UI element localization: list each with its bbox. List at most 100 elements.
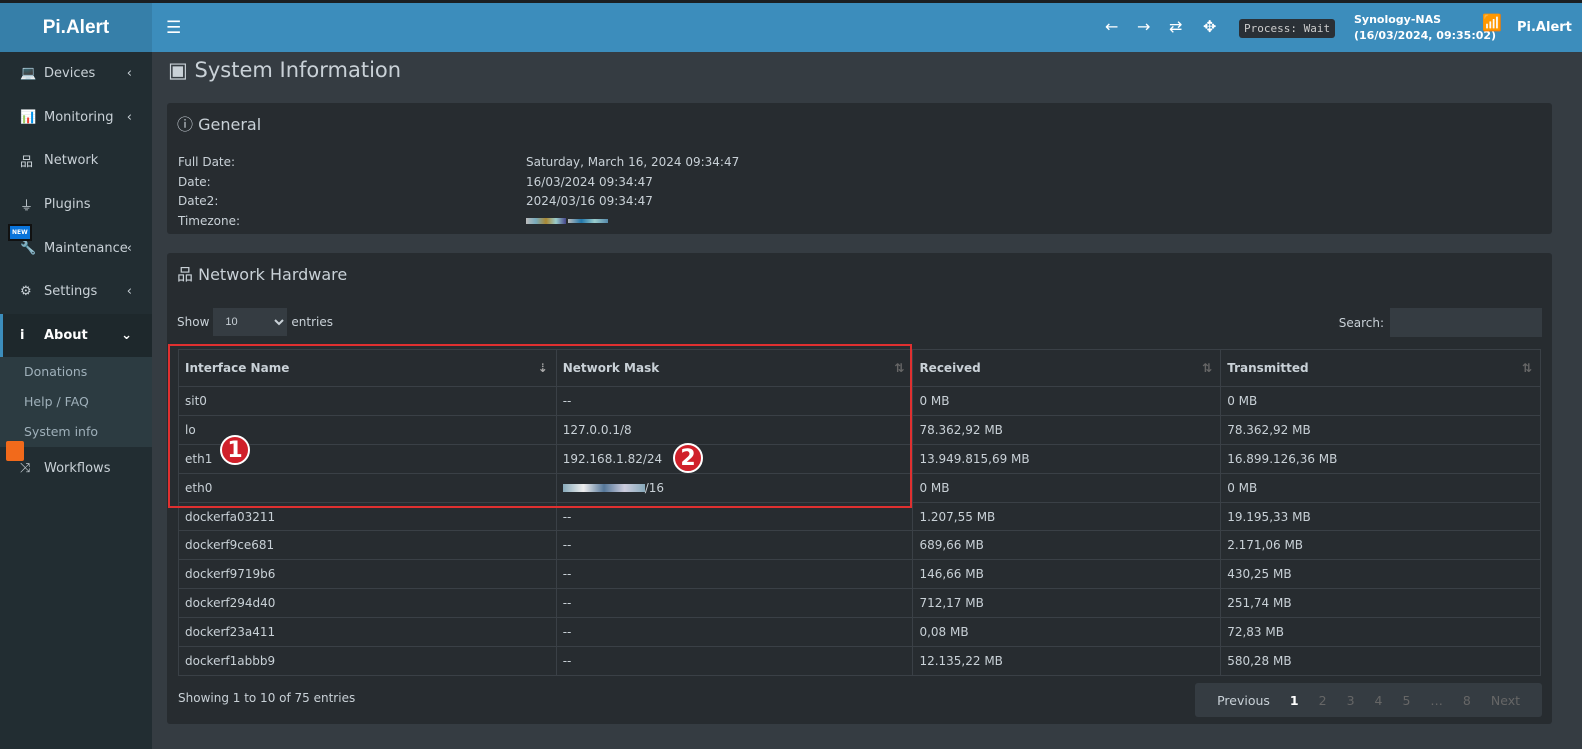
pagination-next[interactable]: Next <box>1490 692 1520 708</box>
cell-text: 19.195,33 MB <box>1227 509 1311 524</box>
table-cell: 0 MB <box>1220 386 1541 416</box>
table-cell: dockerf23a411 <box>178 617 557 648</box>
sidebar-item-maintenance[interactable]: 🔧 Maintenance ‹ <box>0 226 152 270</box>
move-icon[interactable]: ✥ <box>1203 17 1217 36</box>
cell-text: -- <box>562 625 572 640</box>
arrow-right-icon[interactable]: → <box>1137 17 1151 36</box>
value-full-date: Saturday, March 16, 2024 09:34:47 <box>526 155 740 169</box>
table-cell: 0 MB <box>912 386 1222 416</box>
cell-text: 146,66 MB <box>919 567 984 582</box>
sidebar-item-about[interactable]: i About ⌄ <box>0 313 152 358</box>
table-cell: eth0 <box>178 472 557 503</box>
label-date2: Date2: <box>178 194 219 208</box>
cell-text: 0 MB <box>1227 393 1258 408</box>
redacted-ip <box>562 484 645 493</box>
table-row: dockerf294d40 -- 712,17 MB 251,74 MB <box>178 588 1541 619</box>
sidebar-item-label: Monitoring <box>44 109 114 125</box>
sidebar-item-monitoring[interactable]: 📊 Monitoring ‹ <box>0 96 152 140</box>
shuffle-icon: ⤨ <box>20 461 31 477</box>
pagination-page[interactable]: 2 <box>1318 692 1327 708</box>
sidebar-item-network[interactable]: 品 Network <box>0 139 152 183</box>
chart-icon: 📊 <box>20 109 37 125</box>
value-date: 16/03/2024 09:34:47 <box>526 174 653 189</box>
sidebar-item-plugins[interactable]: ⏚ Plugins <box>0 183 152 227</box>
table-cell: 2.171,06 MB <box>1220 530 1541 561</box>
sidebar-item-label: Network <box>44 153 99 169</box>
user-menu[interactable]: Pi.Alert <box>1517 20 1572 35</box>
chevron-left-icon: ‹ <box>126 240 132 256</box>
submenu-donations[interactable]: Donations <box>24 364 88 380</box>
cell-text: dockerfa03211 <box>185 509 276 524</box>
search-input[interactable] <box>1390 308 1542 337</box>
cell-text: lo <box>185 422 196 437</box>
table-cell: 0 MB <box>912 472 1222 503</box>
table-cell: 72,83 MB <box>1220 617 1541 648</box>
sidebar-item-devices[interactable]: 💻 Devices ‹ <box>0 52 152 96</box>
menu-icon[interactable]: ☰ <box>166 18 182 38</box>
cell-text: dockerf294d40 <box>185 596 276 611</box>
cell-text: 2.171,06 MB <box>1227 538 1304 553</box>
network-title-text: Network Hardware <box>198 265 348 284</box>
laptop-icon: 💻 <box>20 66 37 82</box>
router-icon[interactable]: 📶 <box>1482 13 1502 32</box>
sidebar-item-settings[interactable]: ⚙ Settings ‹ <box>0 270 152 314</box>
plug-icon: ⏚ <box>20 199 34 215</box>
annotation-marker-1: 1 <box>220 435 250 465</box>
logo[interactable]: Pi.Alert <box>0 3 152 52</box>
table-cell: /16 <box>555 472 914 503</box>
page-title-text: System Information <box>194 58 402 82</box>
cell-text: dockerf23a411 <box>185 625 276 640</box>
pagination-previous[interactable]: Previous <box>1217 692 1270 708</box>
cell-text: 127.0.0.1/8 <box>562 422 632 437</box>
column-header[interactable]: Interface Name ⇣ <box>178 349 557 387</box>
entries-select[interactable]: 10 <box>213 308 288 336</box>
network-title: 品 Network Hardware <box>167 253 1552 293</box>
value-date2: 2024/03/16 09:34:47 <box>526 194 653 208</box>
cell-text: 0 MB <box>1227 480 1258 495</box>
table-cell: 251,74 MB <box>1220 588 1541 619</box>
column-header[interactable]: Network Mask ⇅ <box>555 349 914 387</box>
label-date: Date: <box>178 174 211 189</box>
table-cell: 16.899.126,36 MB <box>1220 443 1541 474</box>
pagination-page[interactable]: 1 <box>1289 692 1299 708</box>
pagination-page[interactable]: 3 <box>1346 692 1355 708</box>
cell-text: sit0 <box>185 393 207 408</box>
about-submenu: Donations Help / FAQ System info <box>0 357 152 448</box>
table-row: dockerf1abbb9 -- 12.135,22 MB 580,28 MB <box>178 646 1541 676</box>
table-cell: 192.168.1.82/24 <box>555 443 914 474</box>
table-cell: 146,66 MB <box>912 559 1222 590</box>
refresh-icon[interactable]: ⇄ <box>1169 17 1183 36</box>
safety-vest-icon <box>6 441 24 461</box>
cell-text: 0 MB <box>919 480 950 495</box>
column-header[interactable]: Received ⇅ <box>912 349 1222 387</box>
table-row: dockerfa03211 -- 1.207,55 MB 19.195,33 MB <box>178 501 1541 532</box>
submenu-help-faq[interactable]: Help / FAQ <box>24 394 89 410</box>
table-cell: -- <box>555 588 914 619</box>
cell-text: eth1 <box>185 451 213 466</box>
cell-text: 712,17 MB <box>919 596 984 611</box>
wrench-icon: 🔧 <box>20 240 37 256</box>
table-cell: 78.362,92 MB <box>1220 414 1541 445</box>
cell-text: /16 <box>644 480 665 495</box>
cell-text: -- <box>562 393 572 408</box>
pagination-page[interactable]: 4 <box>1374 692 1383 708</box>
pagination-page[interactable]: 8 <box>1462 692 1471 708</box>
table-row: dockerf9719b6 -- 146,66 MB 430,25 MB <box>178 559 1541 590</box>
arrow-left-icon[interactable]: ← <box>1105 17 1119 36</box>
pagination-page[interactable]: 5 <box>1402 692 1411 708</box>
column-header[interactable]: Transmitted ⇅ <box>1220 349 1541 387</box>
sidebar-item-label: About <box>44 327 88 343</box>
submenu-system-info[interactable]: System info <box>24 424 99 440</box>
sidebar-item-label: Plugins <box>44 197 91 213</box>
host-name: Synology-NAS <box>1354 13 1442 26</box>
table-row: dockerf23a411 -- 0,08 MB 72,83 MB <box>178 617 1541 648</box>
cell-text: 251,74 MB <box>1227 596 1292 611</box>
cell-text: 12.135,22 MB <box>919 653 1003 668</box>
network-icon: 品 <box>20 155 34 171</box>
sidebar-item-workflows[interactable]: ⤨ Workflows <box>0 447 152 491</box>
pagination-page[interactable]: … <box>1430 692 1443 708</box>
cell-text: -- <box>562 509 572 524</box>
table-cell: 580,28 MB <box>1220 646 1541 676</box>
table-row: dockerf9ce681 -- 689,66 MB 2.171,06 MB <box>178 530 1541 561</box>
table-row: lo 127.0.0.1/8 78.362,92 MB 78.362,92 MB <box>178 414 1541 445</box>
